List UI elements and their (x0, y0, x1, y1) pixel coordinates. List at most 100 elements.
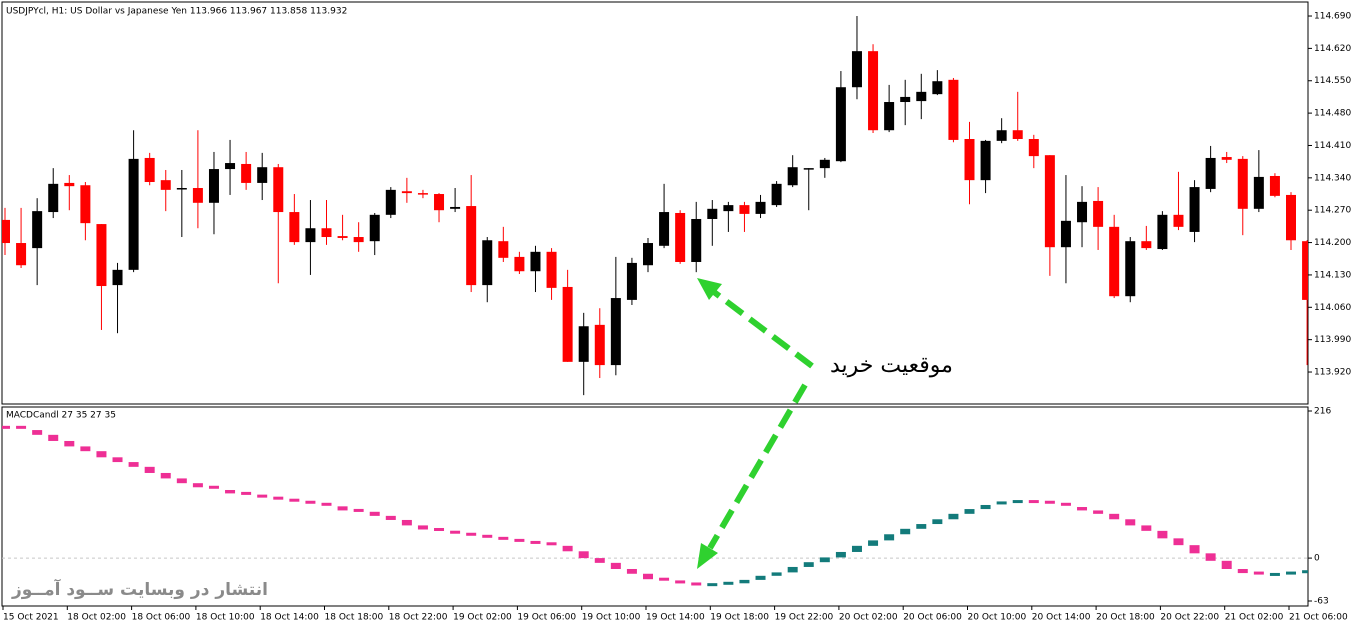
y-tick-label: 114.550 (1314, 76, 1351, 86)
candle-body (1028, 139, 1039, 157)
candle-body (1189, 187, 1200, 232)
macd-bar (1286, 571, 1296, 575)
macd-bar (2, 425, 10, 429)
macd-bar (192, 483, 203, 488)
x-tick-label: 19 Oct 02:00 (453, 613, 512, 623)
y-tick-label: 216 (1314, 407, 1331, 417)
price-plot (2, 16, 1308, 396)
candle-body (1060, 220, 1071, 248)
candle-body (1044, 155, 1055, 248)
candle-body (1237, 158, 1248, 209)
macd-bar (208, 485, 219, 489)
candle-body (64, 182, 75, 187)
macd-bar (1060, 502, 1071, 506)
x-tick-label: 19 Oct 14:00 (646, 613, 705, 623)
candle-body (562, 286, 573, 362)
macd-bar (417, 525, 428, 530)
macd-bar (401, 519, 412, 526)
candle-body (884, 102, 895, 131)
y-tick-label: 114.480 (1314, 109, 1351, 119)
candle-body (32, 211, 43, 249)
candle-body (1141, 241, 1152, 249)
macd-bar (819, 557, 830, 563)
macd-bar (305, 500, 316, 504)
candle-body (626, 262, 637, 300)
y-tick-label: 113.990 (1314, 335, 1351, 345)
candle-body (450, 206, 461, 209)
x-tick-label: 20 Oct 02:00 (839, 613, 898, 623)
candle-body (851, 51, 862, 88)
candle-body (1109, 226, 1120, 297)
candle-body (225, 163, 236, 170)
macd-bar (1141, 525, 1152, 531)
x-tick-label: 18 Oct 22:00 (389, 613, 448, 623)
indicator-title: MACDCandl 27 35 27 35 (6, 411, 116, 421)
y-tick-label: 114.410 (1314, 141, 1351, 151)
macd-bar (1012, 500, 1023, 504)
macd-bar (1028, 500, 1039, 504)
indicator-panel (1, 406, 1309, 607)
x-tick-label: 18 Oct 14:00 (260, 613, 319, 623)
candle-body (707, 208, 718, 219)
arrow-line (712, 289, 814, 369)
candle-body (996, 130, 1007, 141)
macd-bar (1093, 510, 1104, 514)
macd-bar (675, 580, 686, 584)
macd-bar (1253, 571, 1264, 575)
candle-body (128, 158, 139, 270)
macd-bar (1044, 500, 1055, 504)
macd-bar (80, 446, 91, 452)
candle-body (643, 243, 653, 266)
y-tick-label: 0 (1314, 554, 1320, 564)
macd-bar (562, 545, 573, 552)
macd-bar (450, 530, 461, 534)
axes: 114.690 114.620 114.550 114.480 114.410 114.3… (2, 12, 1351, 623)
candle-body (868, 51, 879, 131)
candle-body (755, 201, 766, 214)
watermark: انتشار در وبسایت ســود آمــوز (11, 578, 268, 600)
x-tick-label: 20 Oct 06:00 (903, 613, 962, 623)
annotation: موقعیت خرید (830, 353, 953, 378)
macd-bar (691, 582, 702, 586)
candle-body (659, 212, 670, 246)
candle-body (900, 96, 911, 103)
candle-body (787, 167, 798, 186)
macd-bar (160, 472, 171, 479)
y-tick-label: 114.270 (1314, 206, 1351, 216)
candle-body (1125, 241, 1136, 297)
macd-bar (707, 583, 718, 587)
y-tick-label: 114.200 (1314, 238, 1351, 248)
candle-body (835, 87, 846, 162)
candle-body (434, 194, 445, 211)
macd-bar (1269, 572, 1280, 576)
y-tick-label: -63 (1314, 597, 1329, 607)
candle-body (241, 163, 252, 183)
macd-bar (1077, 507, 1088, 511)
candle-body (417, 193, 428, 195)
candle-body (160, 180, 171, 190)
macd-bar (787, 566, 798, 573)
x-tick-label: 20 Oct 14:00 (1032, 613, 1091, 623)
macd-bar (1205, 553, 1216, 561)
macd-bar (498, 536, 509, 540)
candle-body (1077, 201, 1088, 223)
candle-body (1205, 157, 1216, 189)
x-tick-label: 18 Oct 02:00 (67, 613, 126, 623)
x-tick-label: 19 Oct 18:00 (710, 613, 769, 623)
x-tick-label: 15 Oct 2021 (3, 613, 59, 623)
candle-body (208, 169, 219, 203)
macd-bar (64, 440, 75, 447)
macd-bar (1189, 545, 1200, 554)
macd-bar (851, 545, 862, 552)
candle-body (498, 241, 509, 258)
candle-body (466, 206, 477, 286)
macd-bar (1173, 538, 1184, 546)
macd-bar (948, 513, 959, 520)
x-tick-label: 21 Oct 06:00 (1289, 613, 1348, 623)
candle-body (916, 91, 927, 102)
macd-bar (257, 494, 268, 498)
macd-bar (755, 575, 766, 580)
macd-bar (530, 540, 541, 544)
macd-bar (16, 425, 27, 429)
